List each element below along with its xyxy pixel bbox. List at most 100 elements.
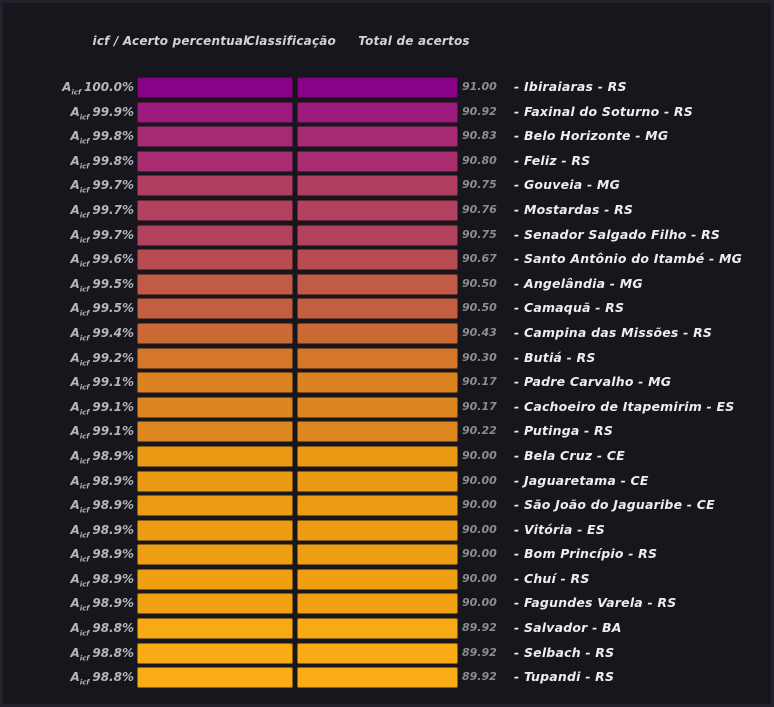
- table-row: Aicf 98.9% 90.00 - Vitória - ES: [3, 518, 771, 543]
- total-acertos-value: 90.76: [462, 202, 497, 216]
- chart-rows: Aicf 100.0% 91.00 - Ibiraiaras - RS Aicf 9…: [3, 75, 771, 690]
- accuracy-heat-bar: [137, 150, 293, 172]
- accuracy-heat-bar: [137, 273, 293, 295]
- accuracy-percent: 99.1%: [92, 424, 134, 439]
- row-accuracy-label: Aicf 99.5%: [3, 272, 134, 302]
- table-row: Aicf 98.8% 89.92 - Tupandi - RS: [3, 665, 771, 690]
- city-label: - Mostardas - RS: [514, 201, 634, 217]
- accuracy-heat-bar: [137, 568, 293, 590]
- row-accuracy-label: Aicf 99.1%: [3, 395, 134, 425]
- city-label: - Ibiraiaras - RS: [514, 79, 627, 94]
- classification-heat-bar: [297, 150, 458, 172]
- accuracy-percent: 98.8%: [92, 621, 134, 636]
- accuracy-heat-bar: [137, 667, 293, 689]
- accuracy-percent: 99.1%: [92, 375, 134, 390]
- classification-heat-bar: [297, 470, 458, 492]
- accuracy-heat-bar: [137, 495, 293, 517]
- table-row: Aicf 99.5% 90.50 - Camaquã - RS: [3, 296, 771, 321]
- row-accuracy-label: Aicf 98.9%: [3, 591, 134, 621]
- classification-heat-bar: [297, 372, 458, 394]
- total-acertos-value: 90.67: [462, 252, 497, 266]
- city-label: - Gouveia - MG: [514, 177, 621, 193]
- total-acertos-value: 90.50: [462, 301, 497, 315]
- total-acertos-value: 90.83: [462, 129, 497, 143]
- table-row: Aicf 98.9% 90.00 - Bela Cruz - CE: [3, 444, 771, 469]
- classification-heat-bar: [297, 544, 458, 566]
- row-accuracy-label: Aicf 99.9%: [3, 100, 134, 130]
- classification-heat-bar: [297, 101, 458, 123]
- classification-heat-bar: [297, 667, 458, 689]
- aicf-symbol: Aicf: [70, 448, 90, 466]
- row-accuracy-label: Aicf 100.0%: [3, 75, 134, 105]
- city-label: - Faxinal do Soturno - RS: [514, 103, 693, 119]
- total-acertos-value: 90.22: [462, 424, 497, 438]
- aicf-symbol: Aicf: [70, 498, 90, 515]
- total-acertos-value: 90.00: [462, 596, 497, 610]
- aicf-symbol: Aicf: [70, 104, 90, 121]
- table-row: Aicf 99.7% 90.75 - Gouveia - MG: [3, 173, 771, 198]
- row-accuracy-label: Aicf 99.5%: [3, 296, 134, 326]
- city-label: - Campina das Missões - RS: [514, 324, 713, 340]
- classification-heat-bar: [297, 421, 458, 443]
- city-label: - Bela Cruz - CE: [514, 447, 625, 463]
- city-label: - Belo Horizonte - MG: [514, 128, 669, 144]
- accuracy-heat-bar: [137, 249, 293, 271]
- row-accuracy-label: Aicf 98.9%: [3, 469, 134, 499]
- total-acertos-value: 90.75: [462, 227, 497, 241]
- aicf-symbol: Aicf: [70, 325, 90, 343]
- total-acertos-value: 90.50: [462, 276, 497, 290]
- city-label: - Selbach - RS: [514, 644, 615, 660]
- city-label: - Salvador - BA: [514, 620, 622, 636]
- city-label: - Putinga - RS: [514, 423, 614, 439]
- row-accuracy-label: Aicf 99.7%: [3, 173, 134, 203]
- total-acertos-value: 90.00: [462, 571, 497, 585]
- row-accuracy-label: Aicf 98.9%: [3, 518, 134, 548]
- accuracy-percent: 100.0%: [84, 80, 134, 94]
- accuracy-heat-bar: [137, 199, 293, 221]
- accuracy-percent: 99.8%: [92, 129, 134, 144]
- accuracy-heat-bar: [137, 298, 293, 320]
- city-label: - Feliz - RS: [514, 152, 591, 168]
- accuracy-percent: 98.9%: [92, 547, 134, 562]
- row-accuracy-label: Aicf 99.1%: [3, 370, 134, 400]
- accuracy-percent: 99.9%: [92, 104, 134, 119]
- accuracy-heat-bar: [137, 618, 293, 640]
- row-accuracy-label: Aicf 98.8%: [3, 616, 134, 646]
- total-acertos-value: 90.17: [462, 375, 497, 389]
- accuracy-heat-bar: [137, 470, 293, 492]
- aicf-symbol: Aicf: [70, 399, 90, 417]
- aicf-symbol: Aicf: [70, 129, 90, 146]
- classification-heat-bar: [297, 77, 458, 98]
- city-label: - Bom Princípio - RS: [514, 546, 658, 562]
- accuracy-percent: 98.9%: [92, 498, 134, 513]
- total-acertos-value: 90.00: [462, 473, 497, 487]
- accuracy-percent: 98.9%: [92, 473, 134, 488]
- city-label: - Fagundes Varela - RS: [514, 595, 677, 611]
- aicf-symbol: Aicf: [70, 645, 90, 663]
- city-label: - São João do Jaguaribe - CE: [514, 497, 715, 513]
- aicf-symbol: Aicf: [70, 571, 90, 589]
- city-label: - Cachoeiro de Itapemirim - ES: [514, 398, 735, 414]
- table-row: Aicf 98.8% 89.92 - Selbach - RS: [3, 641, 771, 666]
- row-accuracy-label: Aicf 98.9%: [3, 444, 134, 474]
- accuracy-percent: 98.8%: [92, 645, 134, 660]
- accuracy-heat-bar: [137, 642, 293, 664]
- table-row: Aicf 99.9% 90.92 - Faxinal do Soturno - R…: [3, 100, 771, 125]
- aicf-symbol: Aicf: [70, 350, 90, 367]
- table-row: Aicf 98.9% 90.00 - Fagundes Varela - RS: [3, 591, 771, 616]
- accuracy-heat-bar: [137, 396, 293, 418]
- classification-heat-bar: [297, 224, 458, 246]
- classification-heat-bar: [297, 396, 458, 418]
- aicf-symbol: Aicf: [62, 80, 82, 97]
- aicf-symbol: Aicf: [70, 424, 90, 441]
- table-row: Aicf 99.7% 90.76 - Mostardas - RS: [3, 198, 771, 223]
- row-accuracy-label: Aicf 98.9%: [3, 542, 134, 572]
- table-row: Aicf 99.7% 90.75 - Senador Salgado Filho …: [3, 223, 771, 248]
- accuracy-percent: 99.2%: [92, 350, 134, 365]
- accuracy-heat-bar: [137, 126, 293, 148]
- classification-heat-bar: [297, 593, 458, 615]
- table-row: Aicf 99.6% 90.67 - Santo Antônio do Itamb…: [3, 247, 771, 272]
- city-label: - Camaquã - RS: [514, 300, 625, 316]
- accuracy-percent: 99.7%: [92, 202, 134, 217]
- accuracy-percent: 99.4%: [92, 325, 134, 340]
